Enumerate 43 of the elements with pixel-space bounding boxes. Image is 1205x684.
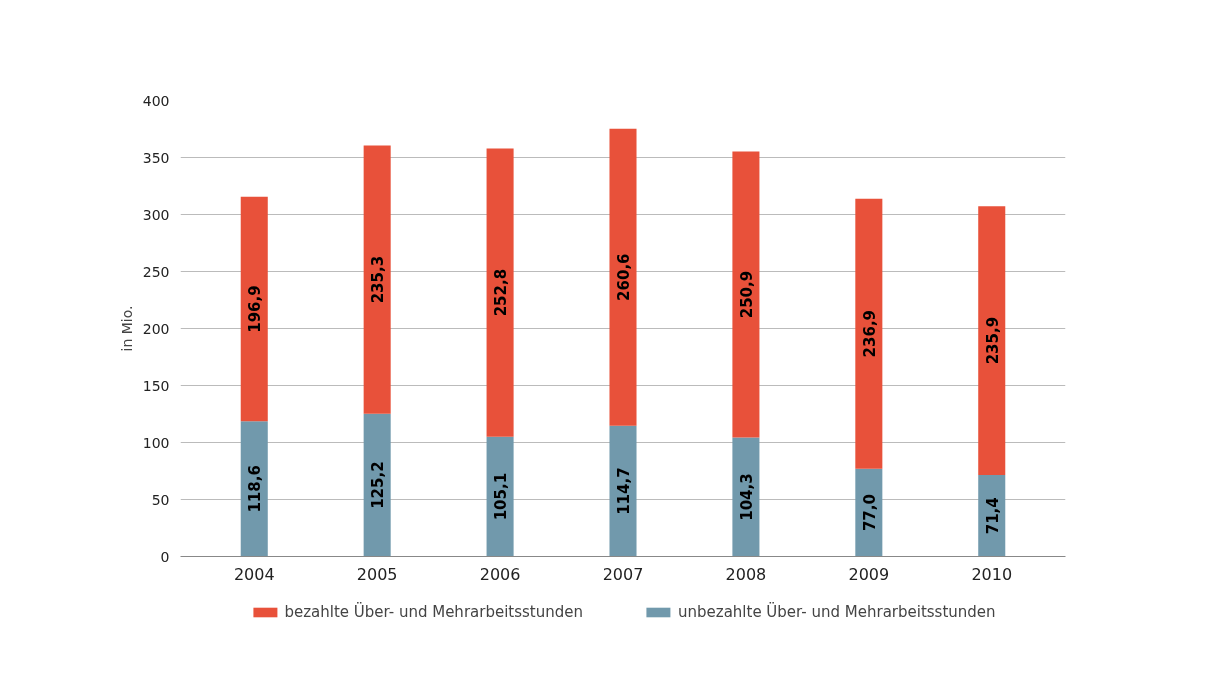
data-label: 235,9	[983, 316, 1002, 365]
bar	[609, 128, 637, 426]
bar	[363, 413, 391, 557]
y-axis-title: in Mio.	[118, 305, 135, 352]
bar	[486, 148, 514, 437]
data-label: 236,9	[860, 309, 879, 358]
data-label: 252,8	[492, 268, 511, 317]
bar	[855, 198, 883, 469]
x-tick-label: 2007	[602, 564, 644, 584]
data-label: 118,6	[246, 465, 265, 513]
bar	[978, 206, 1006, 476]
bar	[732, 151, 760, 438]
y-tick-label: 250	[142, 263, 170, 280]
y-tick-label: 300	[142, 206, 170, 223]
y-tick-label: 50	[151, 491, 170, 508]
data-label: 260,6	[615, 253, 633, 301]
bar	[363, 145, 391, 414]
data-label: 104,3	[737, 473, 756, 521]
x-tick-label: 2010	[971, 564, 1013, 584]
data-label: 196,9	[246, 285, 265, 333]
x-tick-label: 2009	[848, 564, 890, 584]
legend-label: bezahlte Über- und Mehrarbeitsstunden	[284, 603, 583, 621]
y-tick-label: 0	[160, 548, 170, 565]
y-tick-label: 350	[142, 149, 170, 166]
x-tick-label: 2006	[479, 564, 521, 584]
x-tick-label: 2004	[233, 564, 275, 584]
legend-label: unbezahlte Über- und Mehrarbeitsstunden	[677, 603, 996, 621]
y-tick-label: 200	[142, 320, 170, 337]
data-label: 125,2	[369, 461, 388, 509]
data-label: 250,9	[737, 270, 756, 319]
data-label: 77,0	[860, 494, 879, 532]
bar	[240, 196, 268, 422]
y-tick-label: 100	[142, 434, 170, 451]
data-label: 235,3	[369, 255, 388, 304]
bar	[609, 425, 637, 557]
y-tick-label: 150	[142, 377, 170, 394]
data-label: 71,4	[983, 497, 1002, 535]
x-tick-label: 2005	[356, 564, 398, 584]
y-tick-label: 400	[142, 92, 170, 109]
bar	[240, 421, 268, 557]
data-label: 105,1	[492, 472, 511, 521]
data-label: 114,7	[615, 467, 633, 515]
x-tick-label: 2008	[725, 564, 767, 584]
